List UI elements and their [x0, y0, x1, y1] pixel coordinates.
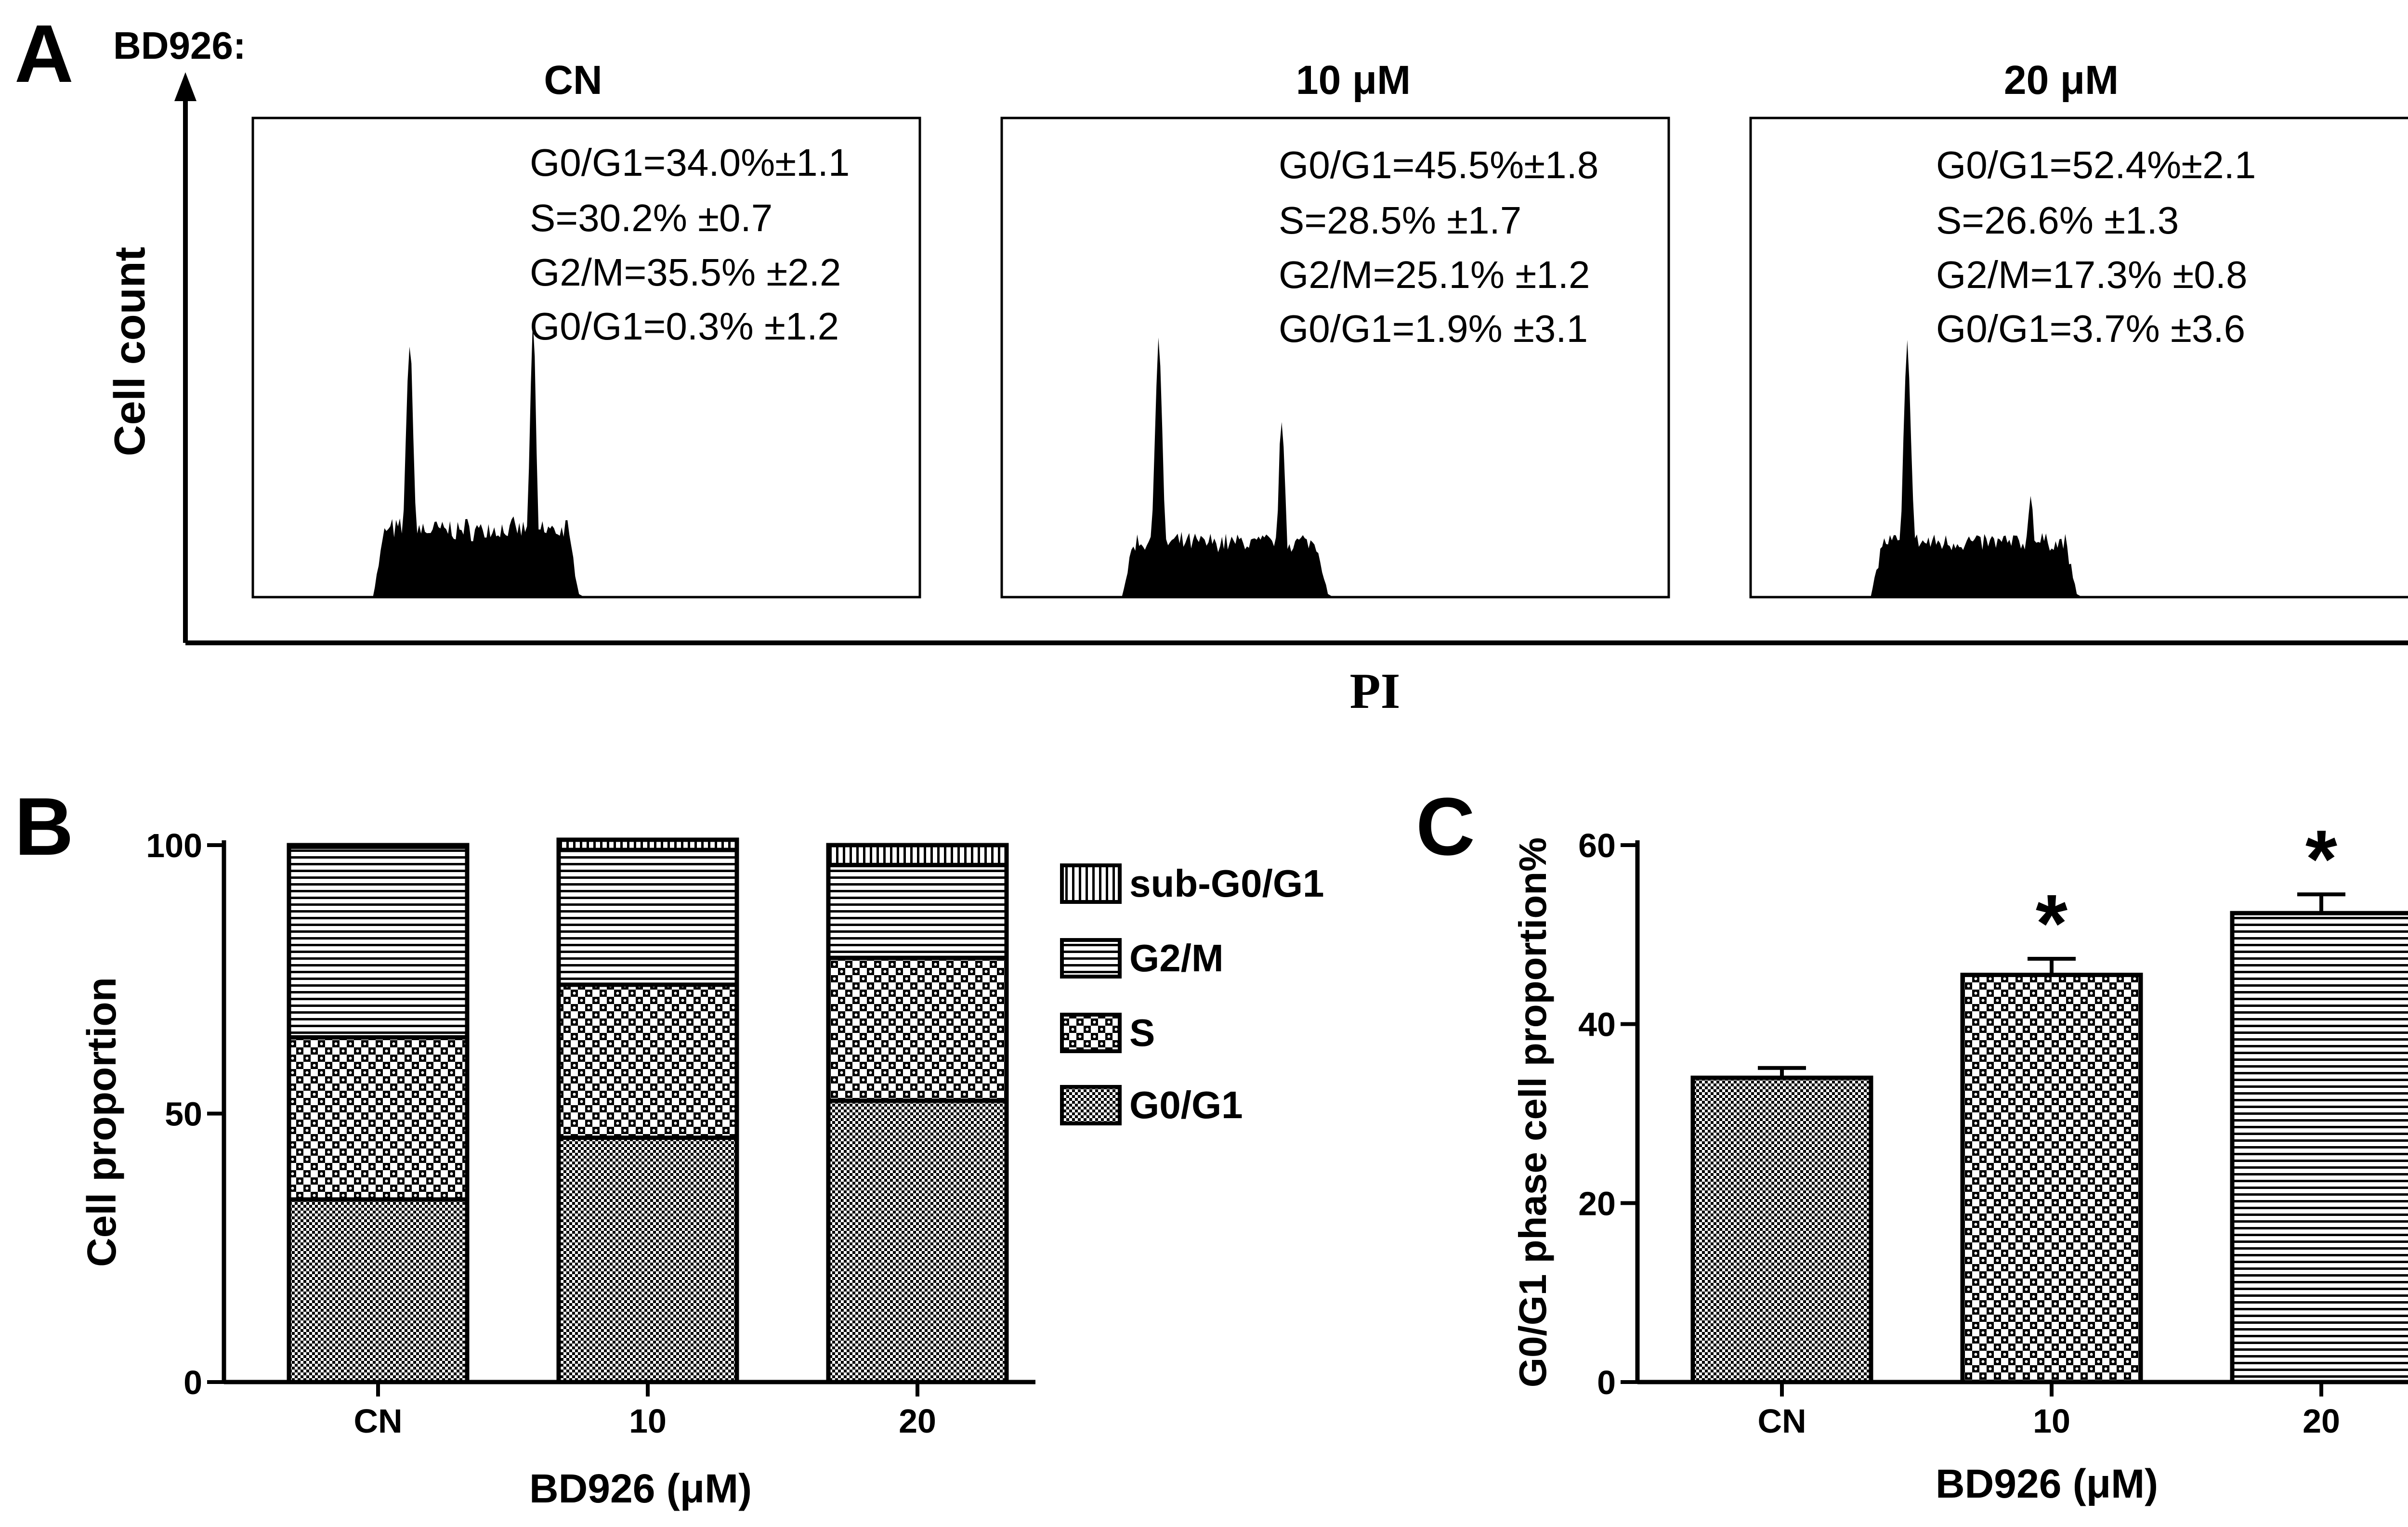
panel-b-x-tick-label: CN	[353, 1402, 402, 1440]
stat-line-20um-3: G2/M=17.3% ±0.8	[1936, 253, 2247, 296]
significance-star-10: *	[2036, 878, 2068, 969]
panel-b-y-tick-label: 100	[146, 827, 202, 864]
stat-line-cn-1: G0/G1=34.0%±1.1	[530, 141, 850, 184]
legend-swatch-sub-g0-g1	[1060, 863, 1122, 904]
panel-a-x-axis-label: PI	[1350, 663, 1400, 719]
panel-b: B 0 50 100 CN 10 20 Cell proportion BD926 (μM) s…	[14, 781, 1324, 1511]
stat-line-cn-3: G2/M=35.5% ±2.2	[530, 251, 841, 294]
stacked-bar-g0-g1-10	[556, 1135, 739, 1384]
stat-line-20um-4: G0/G1=3.7% ±3.6	[1936, 307, 2245, 350]
panel-b-y-axis-label: Cell proportion	[79, 977, 124, 1267]
stat-line-10um-3: G2/M=25.1% ±1.2	[1279, 253, 1590, 296]
panel-c-y-axis-label: G0/G1 phase cell proportion%	[1511, 837, 1554, 1387]
panel-c-x-tick-label: 10	[2033, 1402, 2070, 1440]
histogram-trace-20um	[1866, 339, 2082, 597]
stacked-bar-g2-m-cn	[287, 844, 470, 1040]
panel-a-y-axis-label: Cell count	[106, 247, 154, 456]
bar-10	[1960, 972, 2143, 1384]
panel-c-y-tick-label: 20	[1578, 1185, 1616, 1222]
histogram-title-10um: 10 μM	[1296, 57, 1411, 103]
stat-line-20um-1: G0/G1=52.4%±2.1	[1936, 144, 2256, 186]
bar-cn	[1690, 1075, 1873, 1384]
stacked-bar-sub-g0-g1-20	[826, 843, 1009, 867]
legend-label-sub-g0-g1: sub-G0/G1	[1129, 862, 1324, 905]
panel-b-y-tick-label: 50	[165, 1096, 202, 1133]
panel-b-x-tick-label: 10	[629, 1402, 667, 1440]
panel-a-letter: A	[14, 8, 74, 100]
stat-line-cn-4: G0/G1=0.3% ±1.2	[530, 305, 839, 348]
stacked-bar-s-10	[556, 982, 739, 1140]
legend-swatch-g0-g1	[1060, 1085, 1122, 1125]
panel-c: C 0 20 40 60 CN 10 * 20 * G0/G1 phase cell propor…	[1416, 781, 2408, 1506]
histogram-trace-cn	[368, 320, 585, 597]
compound-label: BD926:	[113, 24, 246, 67]
histogram-panel-cn: CN G0/G1=34.0%±1.1 S=30.2% ±0.7 G2/M=35.…	[251, 57, 921, 599]
panel-b-x-tick-label: 20	[899, 1402, 936, 1440]
histogram-panel-10um: 10 μM G0/G1=45.5%±1.8 S=28.5% ±1.7 G2/M=…	[1000, 57, 1670, 599]
histogram-title-cn: CN	[544, 57, 602, 103]
stat-line-cn-2: S=30.2% ±0.7	[530, 196, 772, 239]
legend-label-g0-g1: G0/G1	[1129, 1083, 1243, 1126]
legend-label-s: S	[1129, 1011, 1155, 1054]
panel-b-y-tick-label: 0	[183, 1364, 202, 1401]
stacked-bar-chart: 0 50 100 CN 10 20 Cell proportion BD926 (μM) sub…	[79, 827, 1324, 1511]
histogram-panel-20um: 20 μM G0/G1=52.4%±2.1 S=26.6% ±1.3 G2/M=…	[1749, 57, 2408, 599]
legend-swatch-s	[1060, 1013, 1122, 1053]
panel-c-y-tick-label: 40	[1578, 1006, 1616, 1044]
panel-a: A BD926: Cell count PI CN G0/G1=34.0%±1.…	[14, 8, 2408, 719]
stacked-bar-sub-g0-g1-10	[556, 837, 739, 852]
stacked-bar-g0-g1-20	[826, 1098, 1009, 1384]
legend-swatch-g2-m	[1060, 938, 1122, 979]
histogram-frame-10um	[1000, 117, 1670, 599]
significance-star-20: *	[2305, 813, 2337, 905]
stat-line-20um-2: S=26.6% ±1.3	[1936, 199, 2179, 242]
bar-20	[2230, 911, 2408, 1384]
stacked-bar-g2-m-20	[826, 862, 1009, 960]
stacked-bar-s-cn	[287, 1035, 470, 1202]
histogram-frame-20um	[1749, 117, 2408, 599]
g0g1-bar-chart: 0 20 40 60 CN 10 * 20 * G0/G1 phase cell proporti…	[1511, 813, 2408, 1506]
stacked-bar-s-20	[826, 955, 1009, 1103]
stacked-bar-sub-g0-g1-cn	[287, 843, 470, 849]
legend-label-g2-m: G2/M	[1129, 937, 1224, 979]
histogram-frame-cn	[251, 117, 921, 599]
panel-a-y-axis-arrow	[174, 72, 196, 101]
panel-b-x-axis-label: BD926 (μM)	[529, 1466, 752, 1511]
stacked-bar-g2-m-10	[556, 848, 739, 987]
panel-c-x-axis-label: BD926 (μM)	[1936, 1461, 2158, 1506]
panel-c-x-tick-label: 20	[2303, 1402, 2340, 1440]
panel-c-letter: C	[1416, 781, 1475, 873]
histogram-title-20um: 20 μM	[2004, 57, 2119, 103]
stat-line-10um-4: G0/G1=1.9% ±3.1	[1279, 307, 1588, 350]
stat-line-10um-1: G0/G1=45.5%±1.8	[1279, 144, 1598, 186]
histogram-trace-10um	[1117, 337, 1334, 597]
panel-c-y-tick-label: 0	[1597, 1364, 1616, 1401]
stat-line-10um-2: S=28.5% ±1.7	[1279, 199, 1521, 242]
stacked-bar-g0-g1-cn	[287, 1197, 470, 1384]
panel-b-letter: B	[14, 781, 74, 873]
panel-c-x-tick-label: CN	[1757, 1402, 1806, 1440]
panel-c-y-tick-label: 60	[1578, 827, 1616, 864]
